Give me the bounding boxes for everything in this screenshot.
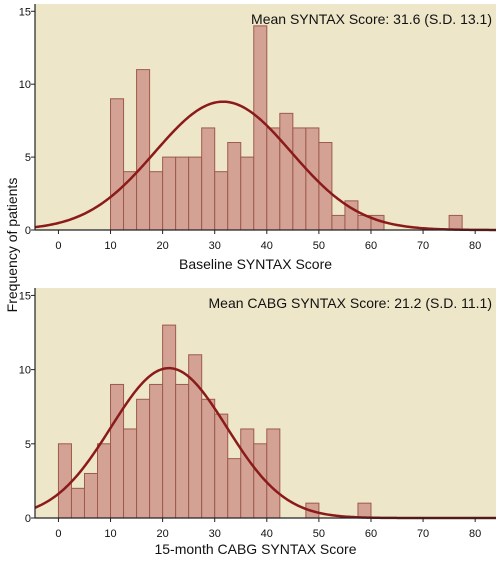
histogram-bar bbox=[292, 127, 307, 231]
y-tick-label: 15 bbox=[19, 290, 31, 302]
histogram-bar bbox=[240, 428, 255, 519]
histogram-bar bbox=[188, 156, 203, 231]
mean-annotation: Mean CABG SYNTAX Score: 21.2 (S.D. 11.1) bbox=[209, 295, 492, 311]
mean-annotation: Mean SYNTAX Score: 31.6 (S.D. 13.1) bbox=[251, 11, 492, 27]
histogram-bar bbox=[162, 324, 177, 519]
x-tick-label: 30 bbox=[209, 528, 221, 540]
x-tick-label: 60 bbox=[365, 240, 377, 252]
histogram-bar bbox=[240, 156, 255, 231]
x-tick-label: 60 bbox=[365, 528, 377, 540]
x-tick-label: 10 bbox=[104, 240, 116, 252]
histogram-bar bbox=[175, 156, 190, 231]
x-tick-label: 10 bbox=[104, 528, 116, 540]
axes bbox=[31, 288, 496, 522]
histogram-bar bbox=[110, 383, 125, 519]
y-tick-label: 10 bbox=[19, 79, 31, 91]
histogram-bar bbox=[136, 398, 151, 519]
histogram-bar bbox=[227, 142, 242, 231]
histogram-bar bbox=[253, 25, 268, 231]
histogram-bar bbox=[175, 383, 190, 519]
x-tick-label: 80 bbox=[469, 240, 481, 252]
axes bbox=[31, 4, 496, 234]
histogram-bar bbox=[357, 502, 372, 519]
histogram-bar bbox=[227, 458, 242, 519]
histogram-bar bbox=[331, 214, 346, 231]
histogram-bar bbox=[123, 428, 138, 519]
x-axis-label: Baseline SYNTAX Score bbox=[179, 256, 332, 272]
x-tick-label: 70 bbox=[417, 240, 429, 252]
histogram-bar bbox=[70, 487, 85, 519]
histogram-bar bbox=[201, 127, 216, 231]
histogram-bar bbox=[97, 443, 112, 519]
x-axis-label: 15-month CABG SYNTAX Score bbox=[154, 541, 356, 557]
tick-labels: 0 10 20 30 40 50 60 70 80 0 5 10 15 bbox=[19, 6, 482, 252]
histogram-bar bbox=[149, 171, 164, 231]
baseline-syntax-panel: 0 10 20 30 40 50 60 70 80 0 5 10 15 Mean SYNTAX Scor… bbox=[19, 4, 497, 272]
histogram-bar bbox=[266, 127, 281, 231]
histogram-bar bbox=[83, 472, 99, 519]
histogram-bar bbox=[214, 413, 229, 519]
y-tick-label: 5 bbox=[25, 152, 31, 164]
y-axis-label: Frequency of patients bbox=[4, 178, 20, 313]
histogram-bar bbox=[136, 69, 151, 231]
x-tick-label: 50 bbox=[313, 528, 325, 540]
x-tick-label: 20 bbox=[156, 528, 168, 540]
y-tick-label: 0 bbox=[25, 513, 31, 525]
histogram-bar bbox=[201, 398, 216, 519]
normal-curve bbox=[34, 100, 497, 232]
histogram-bar bbox=[448, 214, 463, 231]
x-tick-label: 50 bbox=[313, 240, 325, 252]
y-tick-label: 15 bbox=[19, 6, 31, 18]
tick-labels: 0 10 20 30 40 50 60 70 80 0 5 10 15 bbox=[19, 290, 482, 540]
y-tick-label: 0 bbox=[25, 225, 31, 237]
cabg-syntax-panel: 0 10 20 30 40 50 60 70 80 0 5 10 15 Mean CABG SYNTAX… bbox=[19, 288, 496, 557]
x-tick-label: 80 bbox=[469, 528, 481, 540]
histogram-bar bbox=[266, 428, 281, 519]
histogram-bar bbox=[162, 156, 177, 231]
x-tick-label: 20 bbox=[156, 240, 168, 252]
x-tick-label: 30 bbox=[209, 240, 221, 252]
x-tick-label: 40 bbox=[261, 240, 273, 252]
y-tick-label: 5 bbox=[25, 439, 31, 451]
histogram-bar bbox=[57, 443, 72, 519]
x-tick-label: 40 bbox=[261, 528, 273, 540]
y-tick-label: 10 bbox=[19, 365, 31, 377]
x-tick-label: 70 bbox=[417, 528, 429, 540]
x-tick-label: 0 bbox=[55, 528, 61, 540]
histogram-bar bbox=[149, 383, 164, 519]
histogram-bar bbox=[279, 112, 294, 231]
histogram-bar bbox=[110, 98, 125, 231]
histogram-bar bbox=[214, 171, 229, 231]
x-tick-label: 0 bbox=[55, 240, 61, 252]
histogram-bar bbox=[318, 142, 333, 231]
